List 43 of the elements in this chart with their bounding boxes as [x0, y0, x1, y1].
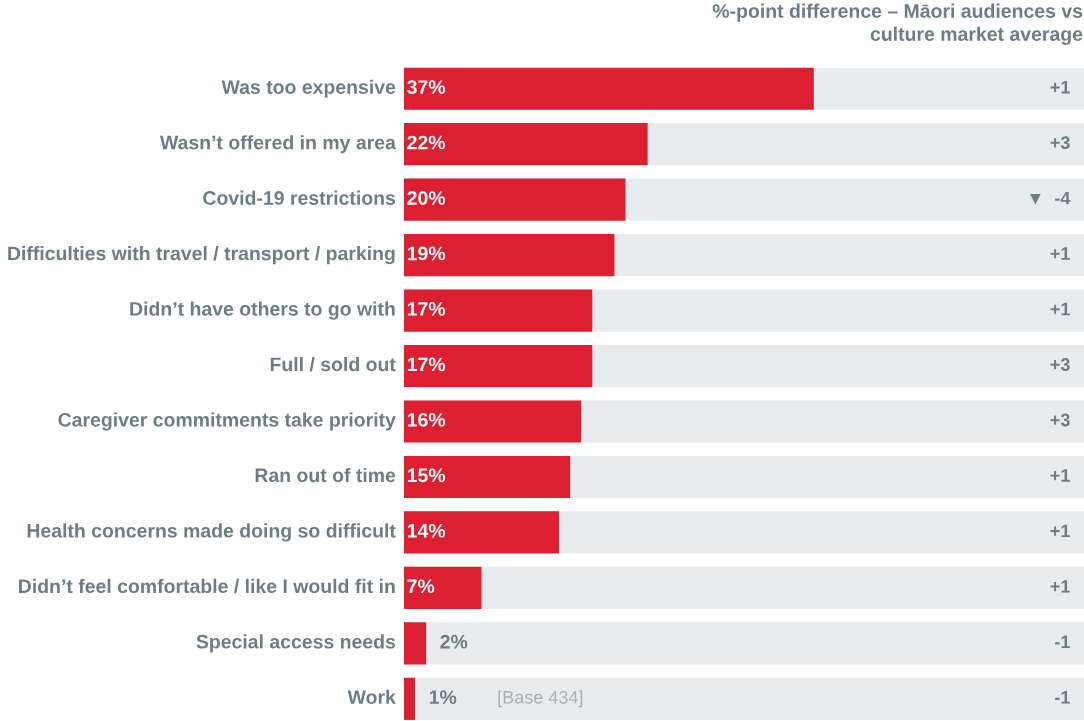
bar	[404, 566, 482, 609]
bar	[404, 677, 416, 720]
data-label: 17%	[407, 357, 446, 372]
data-label: 37%	[407, 80, 446, 94]
y-tick-label: Work	[347, 689, 396, 705]
y-tick-label: Was too expensive	[221, 79, 396, 98]
data-label: 22%	[407, 135, 446, 150]
annotation: [Base 434]	[498, 690, 583, 708]
data-label: 20%	[407, 191, 446, 205]
data-label: 15%	[407, 468, 446, 483]
chart-title: %-point difference – Māori audiences vs culture market average	[712, 3, 1083, 45]
data-label: 17%	[407, 302, 446, 316]
annotation: +1	[1050, 80, 1070, 94]
annotation: +3	[1050, 136, 1070, 150]
annotation: -1	[1055, 635, 1070, 649]
y-tick-label: Covid-19 restrictions	[203, 190, 396, 205]
annotation: +1	[1050, 247, 1070, 260]
data-label: 19%	[407, 246, 446, 261]
y-tick-label: Ran out of time	[255, 467, 396, 483]
annotation: ▼ -4	[1030, 191, 1071, 205]
data-label: 1%	[429, 690, 457, 704]
annotation: +1	[1050, 469, 1070, 482]
y-tick-label: Difficulties with travel / transport / parking	[8, 246, 395, 265]
data-label: 2%	[440, 634, 468, 649]
annotation: +1	[1050, 580, 1070, 593]
bar	[404, 622, 427, 665]
y-tick-label: Wasn’t offered in my area	[159, 135, 396, 154]
data-label: 16%	[407, 412, 446, 427]
y-tick-label: Full / sold out	[270, 356, 396, 372]
annotation: +3	[1050, 413, 1070, 427]
y-tick-label: Special access needs	[196, 634, 396, 653]
y-tick-label: Health concerns made doing so difficult	[27, 523, 396, 542]
bar	[404, 511, 560, 554]
y-tick-label: Didn’t have others to go with	[130, 301, 395, 320]
y-tick-label: Didn’t feel comfortable / like I would fit in	[19, 578, 395, 594]
y-tick-label: Caregiver commitments take priority	[58, 412, 396, 431]
annotation: +1	[1050, 302, 1070, 316]
annotation: +1	[1050, 524, 1070, 538]
annotation: -1	[1055, 691, 1070, 704]
annotation: +3	[1050, 358, 1070, 371]
data-label: 14%	[407, 523, 446, 538]
bar	[404, 455, 571, 499]
data-label: 7%	[407, 579, 435, 594]
